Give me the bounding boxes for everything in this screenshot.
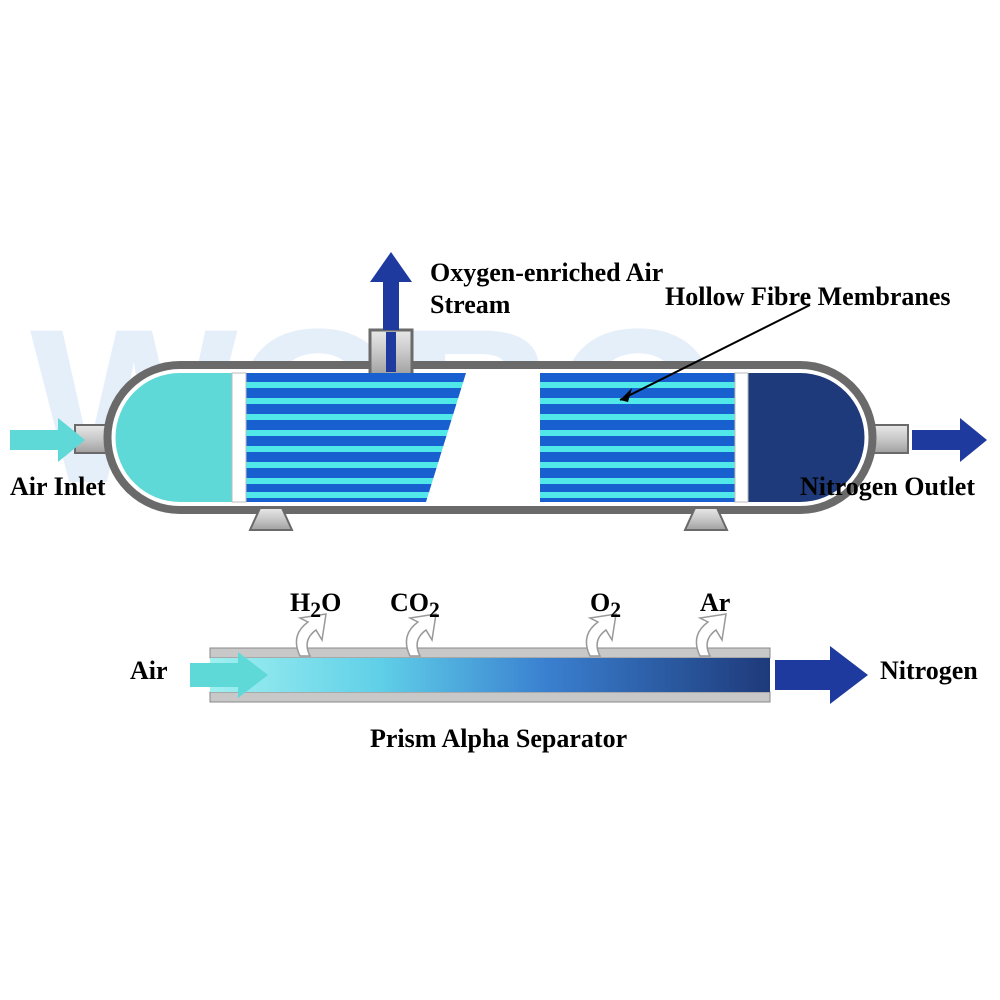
nitrogen-outlet-arrow xyxy=(912,418,987,462)
label-nitrogen-outlet: Nitrogen Outlet xyxy=(800,472,975,502)
tube-wall-top xyxy=(210,648,770,658)
label-air-inlet: Air Inlet xyxy=(10,472,106,502)
label-air: Air xyxy=(130,656,168,686)
label-oxygen-stream-2: Stream xyxy=(430,290,510,320)
nitrogen-arrow-tube xyxy=(775,646,868,704)
label-hollow-fibre: Hollow Fibre Membranes xyxy=(665,282,950,312)
tube-wall-bottom xyxy=(210,692,770,702)
label-oxygen-stream-1: Oxygen-enriched Air xyxy=(430,258,663,288)
label-nitrogen: Nitrogen xyxy=(880,656,978,686)
oxygen-up-arrow xyxy=(370,252,412,330)
label-ar: Ar xyxy=(700,588,730,618)
label-co2: CO2 xyxy=(390,588,440,623)
label-o2: O2 xyxy=(590,588,621,623)
top-nozzle-flow xyxy=(386,332,396,372)
label-separator: Prism Alpha Separator xyxy=(370,724,627,754)
air-inlet-arrow xyxy=(10,418,85,462)
tube-flow xyxy=(210,658,770,692)
label-h2o: H2O xyxy=(290,588,341,623)
